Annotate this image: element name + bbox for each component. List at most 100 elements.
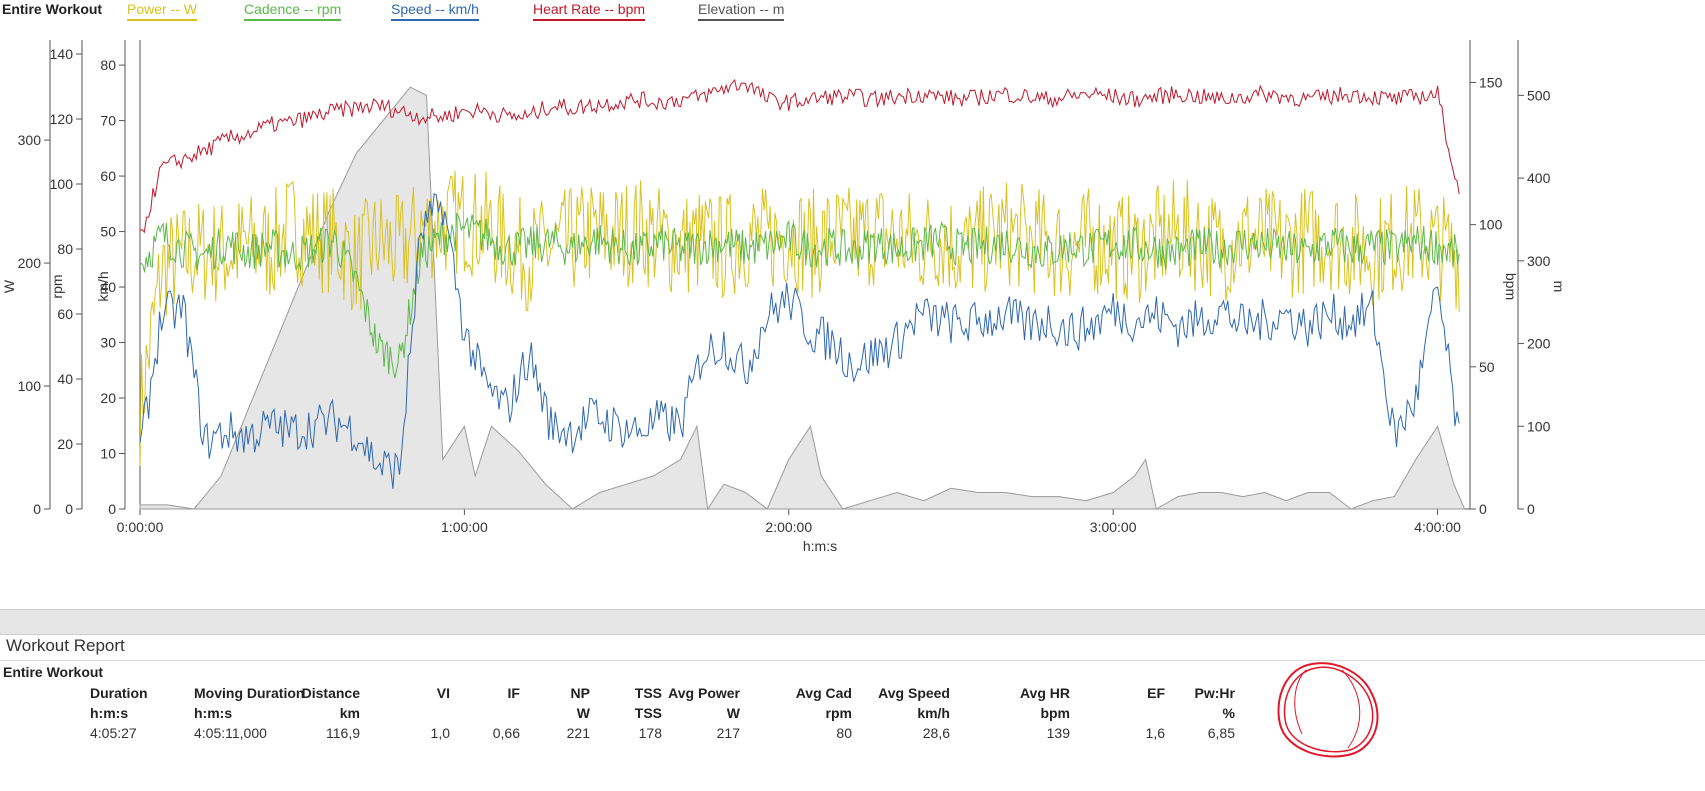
report-value: 4:05:27 xyxy=(90,725,137,741)
report-column: Duration h:m:s 4:05:27 xyxy=(90,683,210,743)
legend-item-power[interactable]: Power -- W xyxy=(127,1,197,21)
series-elevation xyxy=(139,86,1466,511)
cadence-tick-label: 80 xyxy=(57,241,73,257)
report-unit: km xyxy=(339,705,360,721)
speed-tick-label: 70 xyxy=(100,113,116,129)
speed-tick-label: 20 xyxy=(100,390,116,406)
report-value: 139 xyxy=(1046,725,1070,741)
report-column: Distance km 116,9 xyxy=(240,683,360,743)
legend-item-elevation[interactable]: Elevation -- m xyxy=(698,1,785,21)
report-column: VI 1,0 xyxy=(330,683,450,743)
report-value: 28,6 xyxy=(922,725,950,741)
report-value: 217 xyxy=(716,725,740,741)
speed-tick-label: 40 xyxy=(100,279,116,295)
heart-rate-tick-label: 0 xyxy=(1479,501,1487,517)
report-header: Moving Duration xyxy=(194,685,305,701)
speed-tick-label: 60 xyxy=(100,168,116,184)
elevation-tick-label: 100 xyxy=(1527,418,1551,434)
report-unit: TSS xyxy=(634,705,662,721)
cadence-tick-label: 120 xyxy=(50,111,74,127)
report-value: 221 xyxy=(566,725,590,741)
time-tick-label: 4:00:00 xyxy=(1414,519,1461,535)
report-value: 6,85 xyxy=(1207,725,1235,741)
report-column: EF 1,6 xyxy=(1045,683,1165,743)
report-header: Avg HR xyxy=(1019,685,1070,701)
time-axis-label: h:m:s xyxy=(803,538,837,554)
series-heart-rate xyxy=(139,78,1460,234)
elevation-axis-label: m xyxy=(1551,281,1567,293)
report-unit: % xyxy=(1222,705,1235,721)
report-unit: h:m:s xyxy=(90,705,129,721)
elevation-tick-label: 400 xyxy=(1527,170,1551,186)
report-unit: km/h xyxy=(917,705,950,721)
report-value: 116,9 xyxy=(326,725,360,741)
report-header: Duration xyxy=(90,685,148,701)
report-column: Avg Speed km/h 28,6 xyxy=(830,683,950,743)
report-header: Avg Speed xyxy=(878,685,950,701)
red-circle-annotation xyxy=(1277,662,1379,758)
report-unit: W xyxy=(726,705,740,721)
report-unit: bpm xyxy=(1040,705,1070,721)
report-header: VI xyxy=(436,685,450,701)
report-column: Pw:Hr% 6,85 xyxy=(1115,683,1235,743)
report-header: TSS xyxy=(634,685,662,701)
time-tick-label: 1:00:00 xyxy=(441,519,488,535)
report-value: 4:05:11,000 xyxy=(194,725,267,741)
power-tick-label: 200 xyxy=(18,255,42,271)
cadence-tick-label: 20 xyxy=(57,436,73,452)
report-column: Avg Power W 217 xyxy=(620,683,740,743)
report-subtitle: Entire Workout xyxy=(3,664,104,680)
power-tick-label: 0 xyxy=(33,501,41,517)
series-power xyxy=(139,170,1460,467)
legend-title: Entire Workout xyxy=(2,1,103,17)
speed-tick-label: 10 xyxy=(100,446,116,462)
report-header: NP xyxy=(570,685,590,701)
report-column: Avg Cad rpm 80 xyxy=(732,683,852,743)
cadence-tick-label: 60 xyxy=(57,306,73,322)
report-column: Avg HR bpm 139 xyxy=(950,683,1070,743)
report-header: EF xyxy=(1147,685,1165,701)
report-header: Avg Cad xyxy=(795,685,852,701)
report-value: 1,0 xyxy=(430,725,450,741)
report-value: 0,66 xyxy=(492,725,520,741)
elevation-tick-label: 0 xyxy=(1527,501,1535,517)
report-value: 80 xyxy=(836,725,852,741)
series-cadence xyxy=(139,212,1460,379)
report-unit: h:m:s xyxy=(194,705,233,721)
report-header: Pw:Hr xyxy=(1194,685,1235,701)
report-header: Distance xyxy=(301,685,360,701)
chart-legend: Entire Workout Power -- W Cadence -- rpm… xyxy=(0,0,1705,22)
panel-splitter[interactable] xyxy=(0,609,1705,635)
cadence-tick-label: 0 xyxy=(65,501,73,517)
report-value: 1,6 xyxy=(1145,725,1165,741)
speed-tick-label: 80 xyxy=(100,57,116,73)
report-divider xyxy=(0,660,1705,661)
heart-rate-tick-label: 50 xyxy=(1479,359,1495,375)
power-tick-label: 300 xyxy=(18,132,42,148)
report-column: IF 0,66 xyxy=(400,683,520,743)
workout-chart[interactable]: 0 100 200 300 W 0 20 40 60 80 100 120 140 rpm 0 10 20 30 4… xyxy=(0,22,1705,607)
speed-axis-label: km/h xyxy=(95,271,111,301)
legend-item-speed[interactable]: Speed -- km/h xyxy=(391,1,479,21)
heart-rate-tick-label: 150 xyxy=(1479,74,1503,90)
report-header: Avg Power xyxy=(668,685,740,701)
heart-rate-axis-label: bpm xyxy=(1503,273,1519,300)
legend-item-cadence[interactable]: Cadence -- rpm xyxy=(244,1,342,21)
time-tick-label: 3:00:00 xyxy=(1090,519,1137,535)
cadence-tick-label: 100 xyxy=(50,176,74,192)
report-title: Workout Report xyxy=(6,636,125,655)
series-speed xyxy=(139,193,1460,489)
cadence-axis-label: rpm xyxy=(49,274,65,298)
speed-tick-label: 0 xyxy=(108,501,116,517)
speed-tick-label: 50 xyxy=(100,224,116,240)
heart-rate-tick-label: 100 xyxy=(1479,217,1503,233)
power-axis-label: W xyxy=(1,279,17,293)
elevation-tick-label: 500 xyxy=(1527,87,1551,103)
report-unit: W xyxy=(576,705,590,721)
power-tick-label: 100 xyxy=(18,378,42,394)
report-value: 178 xyxy=(638,725,662,741)
report-column: TSS TSS 178 xyxy=(542,683,662,743)
time-tick-label: 2:00:00 xyxy=(765,519,812,535)
report-column: Moving Duration h:m:s 4:05:11,000 xyxy=(194,683,314,743)
legend-item-heart-rate[interactable]: Heart Rate -- bpm xyxy=(533,1,646,21)
